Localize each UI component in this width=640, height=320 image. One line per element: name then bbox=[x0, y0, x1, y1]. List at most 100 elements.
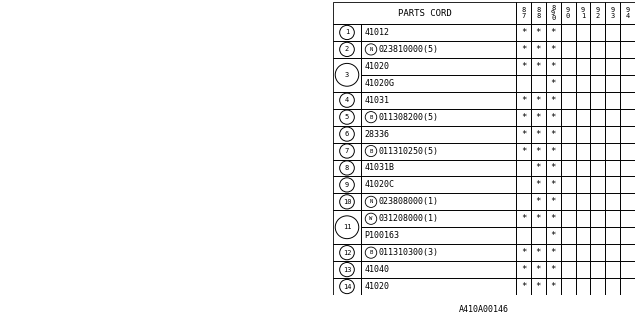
Bar bbox=[361, 176, 516, 193]
Text: N: N bbox=[369, 47, 372, 52]
Bar bbox=[361, 210, 516, 227]
Text: *: * bbox=[536, 214, 541, 223]
Bar bbox=[333, 261, 361, 278]
Bar bbox=[561, 176, 575, 193]
Bar bbox=[516, 159, 531, 176]
Bar bbox=[516, 58, 531, 75]
Bar bbox=[516, 109, 531, 126]
Bar bbox=[516, 24, 531, 41]
Text: A410A00146: A410A00146 bbox=[459, 305, 509, 314]
Bar bbox=[620, 126, 635, 143]
Circle shape bbox=[365, 146, 377, 156]
Text: *: * bbox=[521, 62, 526, 71]
Text: *: * bbox=[550, 265, 556, 274]
Bar bbox=[575, 92, 590, 109]
Bar bbox=[333, 244, 361, 261]
Text: 41020: 41020 bbox=[365, 62, 390, 71]
Text: P100163: P100163 bbox=[365, 231, 399, 240]
Bar bbox=[333, 2, 516, 24]
Text: *: * bbox=[550, 147, 556, 156]
Text: *: * bbox=[550, 180, 556, 189]
Bar bbox=[361, 41, 516, 58]
Text: *: * bbox=[536, 265, 541, 274]
Bar bbox=[531, 143, 546, 159]
Bar bbox=[575, 227, 590, 244]
Bar bbox=[561, 126, 575, 143]
Text: 12: 12 bbox=[343, 250, 351, 256]
Bar bbox=[333, 92, 361, 109]
Bar bbox=[620, 41, 635, 58]
Text: 41020G: 41020G bbox=[365, 79, 395, 88]
Bar bbox=[531, 278, 546, 295]
Bar bbox=[333, 24, 361, 41]
Bar bbox=[546, 58, 561, 75]
Bar bbox=[546, 41, 561, 58]
Bar bbox=[575, 193, 590, 210]
Text: 2: 2 bbox=[345, 46, 349, 52]
Bar bbox=[516, 227, 531, 244]
Bar bbox=[333, 58, 361, 92]
Bar bbox=[561, 143, 575, 159]
Bar bbox=[575, 2, 590, 24]
Bar bbox=[590, 126, 605, 143]
Bar bbox=[333, 193, 361, 210]
Bar bbox=[605, 75, 620, 92]
Circle shape bbox=[340, 42, 355, 57]
Text: 8: 8 bbox=[345, 165, 349, 171]
Text: *: * bbox=[550, 28, 556, 37]
Text: *: * bbox=[550, 282, 556, 291]
Bar bbox=[590, 159, 605, 176]
Text: *: * bbox=[521, 147, 526, 156]
Text: *: * bbox=[521, 214, 526, 223]
Bar bbox=[333, 109, 361, 126]
Bar bbox=[531, 176, 546, 193]
Bar bbox=[590, 244, 605, 261]
Text: 28336: 28336 bbox=[365, 130, 390, 139]
Text: 9
3: 9 3 bbox=[611, 7, 615, 19]
Bar bbox=[575, 261, 590, 278]
Bar bbox=[361, 244, 516, 261]
Bar bbox=[590, 278, 605, 295]
Text: B: B bbox=[369, 250, 372, 255]
Bar bbox=[590, 193, 605, 210]
Text: 41040: 41040 bbox=[365, 265, 390, 274]
Text: 023808000(1): 023808000(1) bbox=[379, 197, 438, 206]
Circle shape bbox=[340, 245, 355, 260]
Circle shape bbox=[365, 112, 377, 123]
Bar bbox=[605, 176, 620, 193]
Bar bbox=[546, 2, 561, 24]
Text: *: * bbox=[550, 62, 556, 71]
Bar bbox=[620, 143, 635, 159]
Bar bbox=[620, 75, 635, 92]
Bar bbox=[620, 24, 635, 41]
Text: 41012: 41012 bbox=[365, 28, 390, 37]
Text: 5: 5 bbox=[345, 114, 349, 120]
Bar bbox=[531, 109, 546, 126]
Bar bbox=[575, 109, 590, 126]
Bar bbox=[531, 2, 546, 24]
Bar bbox=[361, 143, 516, 159]
Text: *: * bbox=[536, 282, 541, 291]
Bar bbox=[605, 41, 620, 58]
Bar bbox=[620, 193, 635, 210]
Bar bbox=[605, 2, 620, 24]
Text: *: * bbox=[536, 164, 541, 172]
Bar bbox=[561, 193, 575, 210]
Text: *: * bbox=[536, 180, 541, 189]
Circle shape bbox=[365, 247, 377, 258]
Bar bbox=[516, 92, 531, 109]
Text: *: * bbox=[536, 28, 541, 37]
Text: *: * bbox=[521, 96, 526, 105]
Bar bbox=[590, 58, 605, 75]
Bar bbox=[516, 176, 531, 193]
Bar bbox=[531, 58, 546, 75]
Circle shape bbox=[340, 195, 355, 209]
Text: *: * bbox=[521, 28, 526, 37]
Bar bbox=[516, 126, 531, 143]
Bar bbox=[531, 126, 546, 143]
Bar bbox=[531, 75, 546, 92]
Bar bbox=[620, 159, 635, 176]
Text: *: * bbox=[550, 197, 556, 206]
Text: 6: 6 bbox=[345, 131, 349, 137]
Bar bbox=[516, 143, 531, 159]
